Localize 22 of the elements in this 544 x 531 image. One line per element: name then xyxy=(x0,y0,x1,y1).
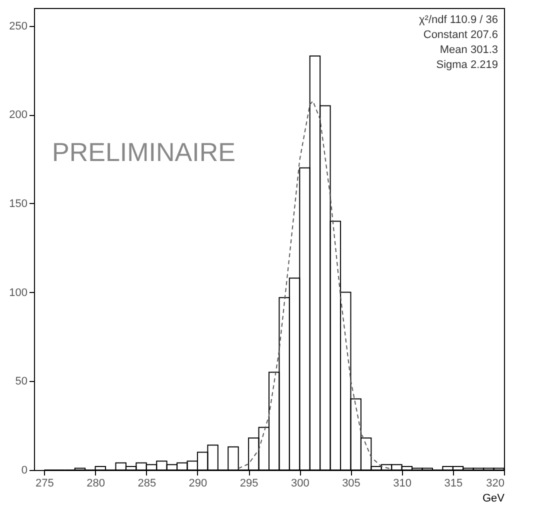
annotation: χ²/ndf 110.9 / 36 xyxy=(419,14,498,26)
x-tick-label: 295 xyxy=(240,478,258,490)
x-tick-label: 280 xyxy=(86,478,105,490)
x-tick-label: 275 xyxy=(36,478,54,490)
x-tick-label: 315 xyxy=(444,478,463,490)
x-tick-label: 290 xyxy=(188,478,208,490)
x-axis-title: GeV xyxy=(482,492,506,504)
annotation: Sigma 2.219 xyxy=(436,59,498,71)
x-tick-label: 320 xyxy=(486,478,504,490)
x-tick-label: 310 xyxy=(393,478,412,490)
y-tick-label: 200 xyxy=(9,109,28,122)
y-tick-label: 150 xyxy=(9,198,28,210)
x-tick-label: 285 xyxy=(138,478,156,490)
annotation: Mean 301.3 xyxy=(440,44,498,56)
y-tick-label: 250 xyxy=(9,20,28,32)
x-tick-label: 305 xyxy=(342,478,360,490)
y-tick-label: 50 xyxy=(15,376,28,388)
x-tick-label: 300 xyxy=(290,478,310,490)
annotation: Constant 207.6 xyxy=(423,29,498,41)
y-tick-label: 100 xyxy=(9,286,28,299)
annotation: PRELIMINAIRE xyxy=(52,137,236,167)
y-tick-label: 0 xyxy=(21,464,28,476)
